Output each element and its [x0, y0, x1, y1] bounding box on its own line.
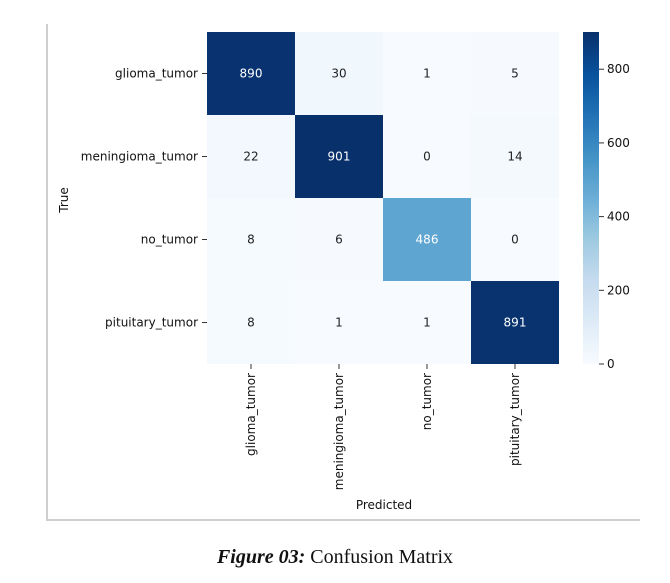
y-tick-label: pituitary_tumor [105, 316, 198, 330]
colorbar-tick-label: 200 [607, 283, 630, 297]
cell-value-label: 1 [335, 316, 343, 330]
colorbar-tick-label: 600 [607, 136, 630, 150]
cell-value-label: 30 [331, 67, 346, 81]
heatmap-cell [471, 32, 559, 115]
x-tick-label: pituitary_tumor [508, 373, 522, 466]
caption-prefix: Figure 03: [216, 546, 306, 568]
cell-value-label: 0 [511, 233, 519, 247]
cell-value-label: 8 [247, 316, 255, 330]
colorbar [583, 32, 599, 364]
heatmap-cell [207, 198, 295, 281]
heatmap-cell [383, 281, 471, 364]
cell-value-label: 14 [507, 150, 522, 164]
x-tick-label: meningioma_tumor [332, 373, 346, 490]
x-axis-label: Predicted [356, 498, 412, 512]
y-axis-label: True [57, 187, 71, 214]
figure-caption: Figure 03: Confusion Matrix [0, 546, 670, 569]
heatmap-cell [207, 32, 295, 115]
x-tick-label: no_tumor [420, 373, 434, 430]
cell-value-label: 6 [335, 233, 343, 247]
cell-value-label: 890 [240, 67, 263, 81]
confusion-matrix-chart: 890 30 1 5 22 901 0 14 8 6 486 0 8 1 1 891 glioma_tumor… [57, 32, 630, 512]
heatmap-cell [383, 32, 471, 115]
colorbar-tick-label: 0 [607, 357, 615, 371]
y-tick-label: no_tumor [141, 233, 198, 247]
heatmap-cell [207, 115, 295, 198]
colorbar-tick-label: 400 [607, 210, 630, 224]
y-tick-label: meningioma_tumor [81, 150, 198, 164]
cell-value-label: 0 [423, 150, 431, 164]
cell-value-label: 1 [423, 67, 431, 81]
cell-value-label: 1 [423, 316, 431, 330]
heatmap-cell [383, 198, 471, 281]
cell-value-label: 901 [328, 150, 351, 164]
heatmap-cell [295, 115, 383, 198]
heatmap-cell [383, 115, 471, 198]
heatmap-cell [207, 281, 295, 364]
figure-frame [46, 24, 640, 521]
heatmap-cell [295, 281, 383, 364]
cell-value-label: 891 [504, 316, 527, 330]
cell-value-label: 5 [511, 67, 519, 81]
x-tick-label: glioma_tumor [244, 373, 258, 456]
colorbar-tick-label: 800 [607, 62, 630, 76]
heatmap-cell [471, 115, 559, 198]
cell-value-label: 8 [247, 233, 255, 247]
heatmap-cell [471, 198, 559, 281]
caption-text: Confusion Matrix [305, 546, 454, 568]
y-tick-label: glioma_tumor [115, 67, 198, 81]
heatmap-cell [295, 198, 383, 281]
cell-value-label: 486 [416, 233, 439, 247]
heatmap-cell [471, 281, 559, 364]
cell-value-label: 22 [243, 150, 258, 164]
heatmap-cell [295, 32, 383, 115]
